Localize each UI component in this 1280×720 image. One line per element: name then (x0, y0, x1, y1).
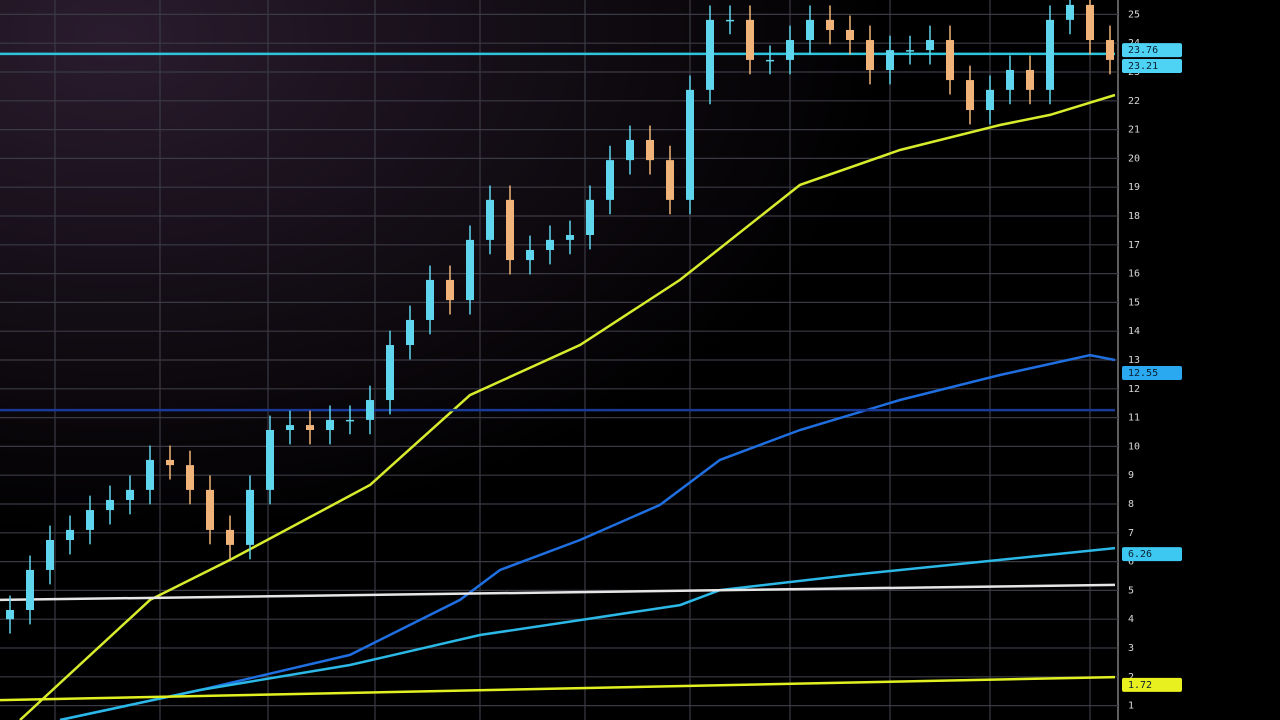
candle-body (846, 29, 854, 41)
candle-body (686, 89, 694, 200)
candle-body (286, 425, 294, 430)
candle-body (1066, 4, 1074, 20)
y-tick-label: 2 (1128, 672, 1134, 683)
candle-body (766, 59, 774, 62)
y-tick-label: 6 (1128, 557, 1134, 568)
candle-body (826, 19, 834, 30)
price-tag (1122, 547, 1182, 562)
price-tag (1122, 365, 1182, 380)
candle-body (366, 400, 374, 420)
candle-body (746, 19, 754, 60)
candle-body (346, 419, 354, 422)
indicator-line (59, 353, 1116, 720)
indicator-line (0, 583, 1116, 602)
candle-body (586, 199, 594, 236)
candle-body (146, 459, 154, 490)
candle-body (866, 40, 874, 70)
candle-body (626, 139, 634, 161)
y-tick-label: 22 (1128, 96, 1140, 107)
candle-body (786, 40, 794, 60)
candle-body (886, 50, 894, 70)
candle-body (86, 510, 94, 530)
candle-body (726, 19, 734, 22)
candle-body (226, 529, 234, 545)
candle-body (666, 160, 674, 200)
candle-body (1026, 69, 1034, 90)
indicator-line (0, 675, 1116, 702)
candle-body (646, 139, 654, 161)
y-tick-label: 13 (1128, 355, 1140, 366)
candle-body (246, 489, 254, 545)
candle-body (506, 199, 514, 261)
y-tick-label: 12 (1128, 384, 1140, 395)
price-tag (1122, 58, 1182, 73)
y-tick-label: 7 (1128, 528, 1134, 539)
y-tick-label: 21 (1128, 125, 1140, 136)
candle-body (946, 40, 954, 81)
candle-body (206, 489, 214, 530)
candle-body (186, 465, 194, 490)
candle-body (446, 279, 454, 301)
candle-body (326, 419, 334, 430)
candle-body (466, 239, 474, 301)
candle-body (1006, 69, 1014, 90)
candle-body (66, 529, 74, 540)
y-tick-label: 25 (1128, 9, 1140, 20)
candle-body (986, 89, 994, 111)
price-tag (1122, 43, 1182, 58)
y-tick-label: 5 (1128, 585, 1134, 596)
y-tick-label: 17 (1128, 240, 1140, 251)
price-tag-label: 23.76 (1128, 45, 1158, 56)
candle-body (526, 249, 534, 261)
price-tag-label: 6.26 (1128, 549, 1152, 560)
price-tag-label: 12.55 (1128, 368, 1158, 379)
candle-body (806, 19, 814, 41)
candle-body (106, 499, 114, 511)
candle-body (126, 489, 134, 500)
y-tick-label: 1 (1128, 701, 1134, 712)
candle-body (386, 345, 394, 401)
indicator-line (19, 93, 1116, 720)
candle-body (1086, 4, 1094, 41)
candle-body (606, 160, 614, 200)
y-tick-label: 15 (1128, 297, 1140, 308)
y-tick-label: 4 (1128, 614, 1134, 625)
candle-body (566, 235, 574, 240)
price-tag-label: 1.72 (1128, 680, 1152, 691)
candle-body (966, 80, 974, 111)
y-tick-label: 16 (1128, 269, 1140, 280)
y-tick-label: 18 (1128, 211, 1140, 222)
candle-body (406, 319, 414, 346)
y-tick-label: 8 (1128, 499, 1134, 510)
y-tick-label: 3 (1128, 643, 1134, 654)
price-tag (1122, 677, 1182, 692)
y-tick-label: 19 (1128, 182, 1140, 193)
y-tick-label: 11 (1128, 413, 1140, 424)
y-tick-label: 9 (1128, 470, 1134, 481)
candle-body (486, 199, 494, 240)
candle-body (1106, 40, 1114, 60)
candle-body (26, 569, 34, 610)
y-tick-label: 14 (1128, 326, 1140, 337)
y-tick-label: 20 (1128, 153, 1140, 164)
candle-body (546, 239, 554, 250)
indicator-line (59, 546, 1116, 720)
y-tick-label: 10 (1128, 441, 1140, 452)
candle-body (6, 609, 14, 620)
candle-body (906, 50, 914, 52)
candle-body (166, 459, 174, 466)
candle-body (306, 425, 314, 430)
candle-body (1046, 19, 1054, 90)
candle-body (426, 279, 434, 320)
candle-body (46, 540, 54, 570)
candle-body (926, 40, 934, 51)
price-tag-label: 23.21 (1128, 61, 1158, 72)
candle-body (266, 429, 274, 490)
candle-body (706, 19, 714, 90)
